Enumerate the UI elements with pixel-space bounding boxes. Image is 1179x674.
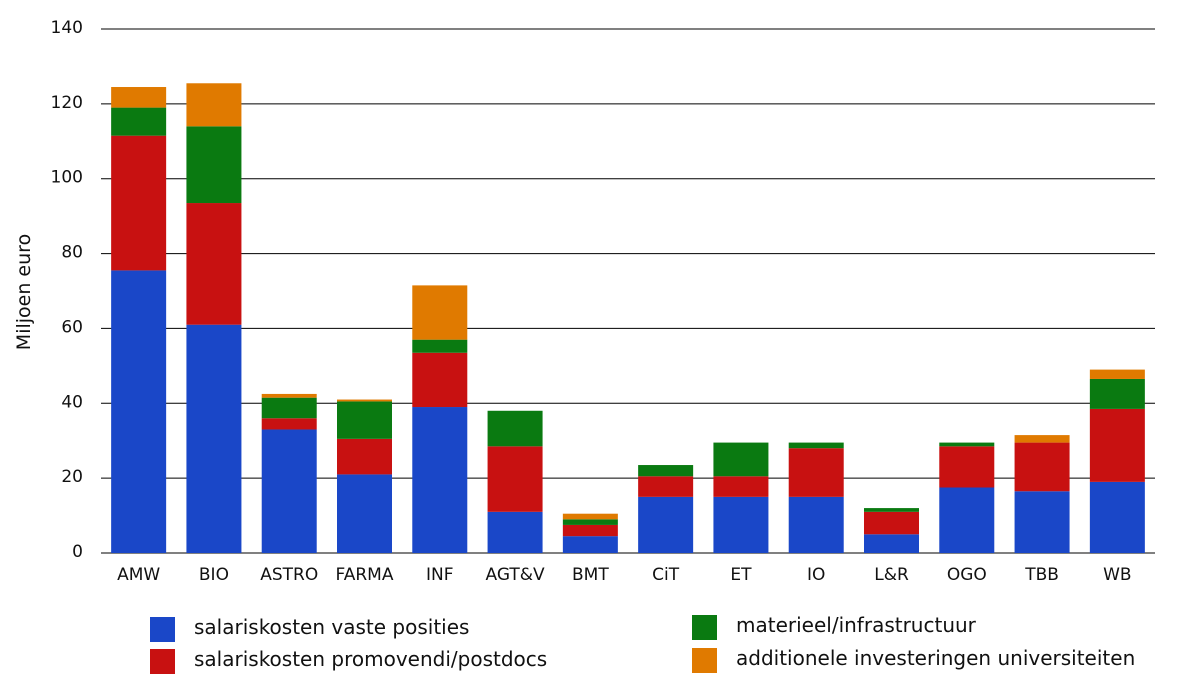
legend-swatch — [692, 648, 717, 673]
bar-segment-bio-1 — [186, 324, 242, 553]
bar-segment-wb-4 — [1089, 369, 1145, 379]
legend-label: additionele investeringen universiteiten — [736, 646, 1136, 670]
bar-segment-tbb-4 — [1014, 435, 1070, 443]
bar-segment-amw-4 — [111, 87, 167, 108]
bar-segment-lr-1 — [864, 534, 919, 553]
bar-segment-lr-2 — [864, 511, 919, 535]
x-tick-label: OGO — [947, 565, 987, 585]
y-tick-label: 140 — [51, 18, 83, 38]
bar-segment-amw-2 — [111, 135, 167, 271]
legend-swatch — [692, 615, 717, 640]
bar-segment-cit-2 — [638, 476, 694, 497]
bar-segment-astro-4 — [261, 393, 317, 398]
bar-segment-agtv-1 — [487, 511, 543, 553]
bar-segment-bmt-1 — [562, 536, 618, 553]
bar-segment-agtv-2 — [487, 446, 543, 512]
bar-segment-io-2 — [788, 448, 844, 497]
bar-segment-agtv-3 — [487, 410, 543, 447]
bar-segment-wb-2 — [1089, 408, 1145, 482]
bars — [111, 83, 1145, 553]
bar-segment-inf-2 — [412, 352, 468, 408]
y-tick-label: 100 — [51, 168, 83, 188]
x-tick-label: ASTRO — [260, 565, 318, 585]
x-tick-label: FARMA — [336, 565, 394, 585]
x-tick-label: CiT — [652, 565, 680, 585]
bar-segment-astro-2 — [261, 418, 317, 430]
bar-segment-astro-1 — [261, 429, 317, 553]
x-axis-ticks: AMW BIO ASTRO FARMA INF AGT&V BMT CiT ET IO L&R OGO… — [117, 565, 1132, 585]
bar-segment-amw-3 — [111, 107, 167, 136]
bar-segment-astro-3 — [261, 397, 317, 419]
bar-segment-bio-2 — [186, 203, 242, 325]
x-tick-label: INF — [426, 565, 454, 585]
bar-segment-bmt-2 — [562, 524, 618, 537]
y-axis-ticks: 0 20 40 60 80 100 120 140 — [51, 18, 83, 562]
bar-segment-bio-3 — [186, 126, 242, 204]
bar-segment-farma-1 — [337, 474, 392, 553]
bar-segment-io-1 — [788, 496, 844, 553]
y-axis-label: Miljoen euro — [13, 234, 35, 350]
x-tick-label: BIO — [199, 565, 229, 585]
legend-swatch — [150, 649, 175, 674]
bar-segment-io-3 — [788, 442, 844, 449]
bar-segment-tbb-2 — [1014, 442, 1070, 492]
bar-segment-farma-3 — [337, 401, 392, 439]
y-tick-label: 20 — [61, 467, 83, 487]
y-tick-label: 120 — [51, 93, 83, 113]
bar-segment-farma-4 — [337, 399, 392, 402]
bar-segment-ogo-1 — [939, 487, 995, 553]
bar-segment-amw-1 — [111, 270, 167, 553]
y-tick-label: 60 — [61, 317, 83, 337]
gridlines — [101, 28, 1155, 554]
legend-label: salariskosten vaste posities — [194, 615, 470, 639]
y-tick-label: 80 — [61, 243, 83, 263]
bar-segment-et-1 — [713, 496, 769, 553]
legend-label: materieel/infrastructuur — [736, 613, 976, 637]
bar-segment-ogo-3 — [939, 442, 995, 447]
legend-label: salariskosten promovendi/postdocs — [194, 647, 548, 671]
bar-segment-wb-3 — [1089, 378, 1145, 409]
bar-segment-farma-2 — [337, 438, 392, 475]
bar-segment-et-2 — [713, 476, 769, 497]
y-tick-label: 40 — [61, 392, 83, 412]
x-tick-label: AGT&V — [485, 565, 545, 585]
bar-segment-bio-4 — [186, 83, 242, 127]
bar-segment-bmt-3 — [562, 519, 618, 525]
bar-segment-lr-3 — [864, 508, 919, 512]
bar-segment-cit-3 — [638, 465, 694, 477]
bar-segment-inf-1 — [412, 407, 468, 553]
x-tick-label: L&R — [874, 565, 909, 585]
x-tick-label: AMW — [117, 565, 160, 585]
x-tick-label: IO — [807, 565, 825, 585]
bar-segment-inf-3 — [412, 339, 468, 353]
bar-segment-ogo-2 — [939, 446, 995, 488]
legend-swatch — [150, 617, 175, 642]
bar-segment-wb-1 — [1089, 481, 1145, 553]
bar-segment-bmt-4 — [562, 513, 618, 520]
bar-segment-cit-1 — [638, 496, 694, 553]
x-tick-label: BMT — [572, 565, 609, 585]
x-tick-label: ET — [730, 565, 752, 585]
bar-segment-et-3 — [713, 442, 769, 477]
y-tick-label: 0 — [72, 542, 83, 562]
bar-segment-tbb-1 — [1014, 491, 1070, 553]
bar-segment-inf-4 — [412, 285, 468, 340]
x-tick-label: TBB — [1024, 565, 1059, 585]
x-tick-label: WB — [1103, 565, 1131, 585]
